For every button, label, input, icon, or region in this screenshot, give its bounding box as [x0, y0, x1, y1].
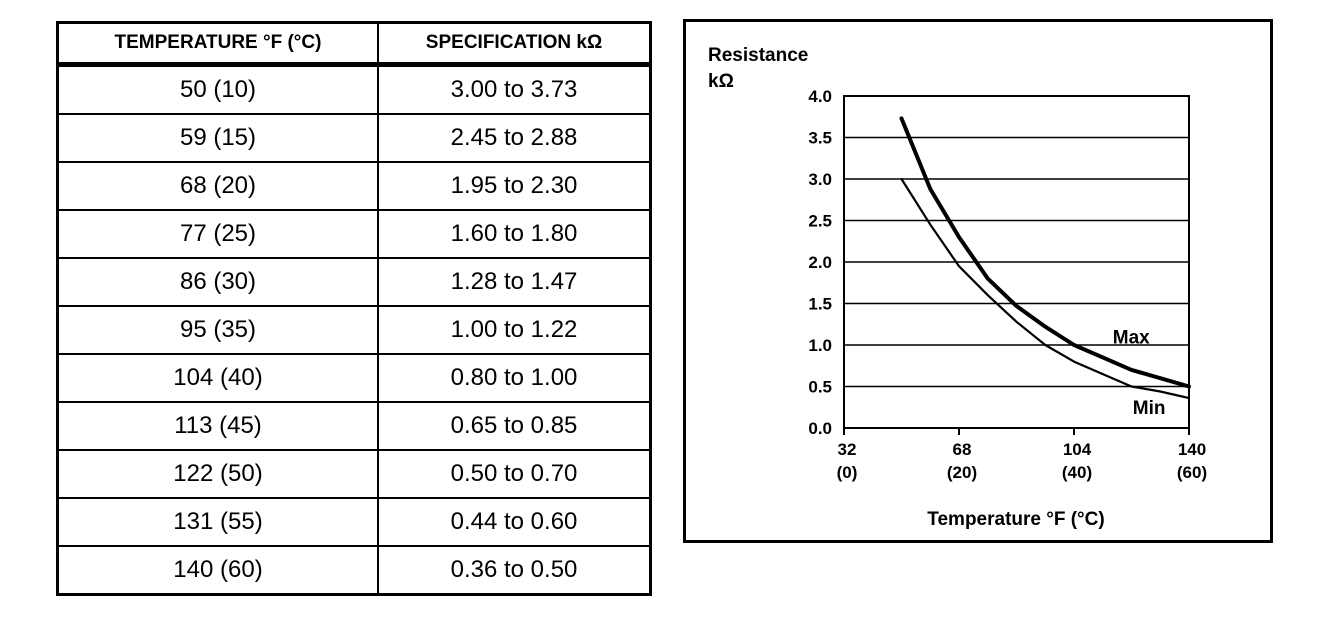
data-point-max: [1131, 369, 1132, 371]
data-point-min: [929, 224, 931, 226]
grid-lines: [844, 95, 1189, 429]
temperature-cell: 68 (20): [56, 161, 379, 211]
x-tick-label: 68: [953, 440, 972, 459]
specification-cell: 0.65 to 0.85: [377, 401, 652, 451]
data-point-max: [1073, 344, 1075, 346]
table-row: 77 (25) 1.60 to 1.80: [56, 209, 652, 259]
data-point-min: [1159, 390, 1161, 392]
series-label-min: Min: [1133, 398, 1166, 419]
data-point-min: [1102, 373, 1104, 375]
data-point-max: [1102, 356, 1104, 358]
data-point-min: [1131, 386, 1132, 387]
data-point-min: [987, 294, 989, 296]
temperature-cell: 122 (50): [56, 449, 379, 499]
data-point-max: [1044, 326, 1046, 328]
data-point-min: [1016, 321, 1017, 323]
data-point-max: [901, 117, 902, 119]
y-tick-label: 4.0: [808, 87, 832, 106]
y-tick-label: 2.5: [808, 212, 832, 231]
temperature-cell: 86 (30): [56, 257, 379, 307]
table-row: 68 (20) 1.95 to 2.30: [56, 161, 652, 211]
specification-cell: 1.95 to 2.30: [377, 161, 652, 211]
specification-cell: 0.80 to 1.00: [377, 353, 652, 403]
specification-table: TEMPERATURE °F (°C) SPECIFICATION kΩ 50 …: [56, 21, 652, 596]
table-row: 104 (40) 0.80 to 1.00: [56, 353, 652, 403]
specification-cell: 3.00 to 3.73: [377, 63, 652, 115]
data-point-max: [958, 236, 960, 238]
x-tick-sublabel: (60): [1177, 463, 1207, 482]
x-tick-sublabel: (40): [1062, 463, 1092, 482]
x-tick-labels: 32 (0) 68 (20) 104 (40) 140 (60): [837, 428, 1207, 482]
specification-cell: 1.60 to 1.80: [377, 209, 652, 259]
data-point-max: [1159, 377, 1161, 379]
table-row: 95 (35) 1.00 to 1.22: [56, 305, 652, 355]
specification-cell: 0.36 to 0.50: [377, 545, 652, 596]
specification-cell: 0.44 to 0.60: [377, 497, 652, 547]
y-tick-label: 1.5: [808, 295, 832, 314]
header-specification: SPECIFICATION kΩ: [377, 21, 652, 67]
temperature-cell: 95 (35): [56, 305, 379, 355]
resistance-chart: Resistance kΩ 0.0 0.5 1.0 1.5 2.0 2.5 3.0 3.5 4.…: [708, 45, 1207, 530]
series-label-max: Max: [1113, 327, 1150, 348]
data-point-max: [1016, 305, 1017, 307]
y-axis-label-line1: Resistance: [708, 45, 808, 66]
data-point-min: [958, 265, 960, 267]
x-axis-label: Temperature °F (°C): [927, 509, 1104, 530]
temperature-cell: 104 (40): [56, 353, 379, 403]
data-point-max: [987, 278, 989, 280]
y-axis-label-line2: kΩ: [708, 71, 734, 92]
x-tick-sublabel: (20): [947, 463, 977, 482]
x-tick-label: 140: [1178, 440, 1206, 459]
specification-cell: 0.50 to 0.70: [377, 449, 652, 499]
y-tick-label: 1.0: [808, 336, 832, 355]
header-temperature: TEMPERATURE °F (°C): [56, 21, 379, 67]
temperature-cell: 131 (55): [56, 497, 379, 547]
y-tick-label: 0.5: [808, 378, 832, 397]
table-row: 59 (15) 2.45 to 2.88: [56, 113, 652, 163]
x-tick-sublabel: (0): [837, 463, 858, 482]
data-series: Max Min: [899, 116, 1191, 419]
plot-area-frame: [843, 95, 1190, 429]
table-row: 86 (30) 1.28 to 1.47: [56, 257, 652, 307]
specification-cell: 1.00 to 1.22: [377, 305, 652, 355]
data-point-min: [1073, 361, 1075, 363]
x-tick-label: 32: [838, 440, 857, 459]
table-row: 113 (45) 0.65 to 0.85: [56, 401, 652, 451]
specification-cell: 1.28 to 1.47: [377, 257, 652, 307]
table-row: 131 (55) 0.44 to 0.60: [56, 497, 652, 547]
table-row: 50 (10) 3.00 to 3.73: [56, 63, 652, 115]
y-tick-label: 3.0: [808, 170, 832, 189]
temperature-cell: 50 (10): [56, 63, 379, 115]
table-header-row: TEMPERATURE °F (°C) SPECIFICATION kΩ: [56, 21, 652, 67]
temperature-cell: 140 (60): [56, 545, 379, 596]
temperature-cell: 77 (25): [56, 209, 379, 259]
temperature-cell: 113 (45): [56, 401, 379, 451]
data-point-min: [901, 178, 902, 180]
resistance-chart-panel: Resistance kΩ 0.0 0.5 1.0 1.5 2.0 2.5 3.0 3.5 4.…: [683, 19, 1273, 543]
y-tick-label: 0.0: [808, 419, 832, 438]
table-row: 122 (50) 0.50 to 0.70: [56, 449, 652, 499]
x-tick-label: 104: [1063, 440, 1092, 459]
table-row: 140 (60) 0.36 to 0.50: [56, 545, 652, 596]
specification-cell: 2.45 to 2.88: [377, 113, 652, 163]
y-tick-labels: 0.0 0.5 1.0 1.5 2.0 2.5 3.0 3.5 4.0: [808, 87, 832, 438]
y-tick-label: 3.5: [808, 129, 832, 148]
data-point-max: [929, 188, 931, 190]
data-point-min: [1044, 344, 1046, 346]
y-tick-label: 2.0: [808, 253, 832, 272]
temperature-cell: 59 (15): [56, 113, 379, 163]
